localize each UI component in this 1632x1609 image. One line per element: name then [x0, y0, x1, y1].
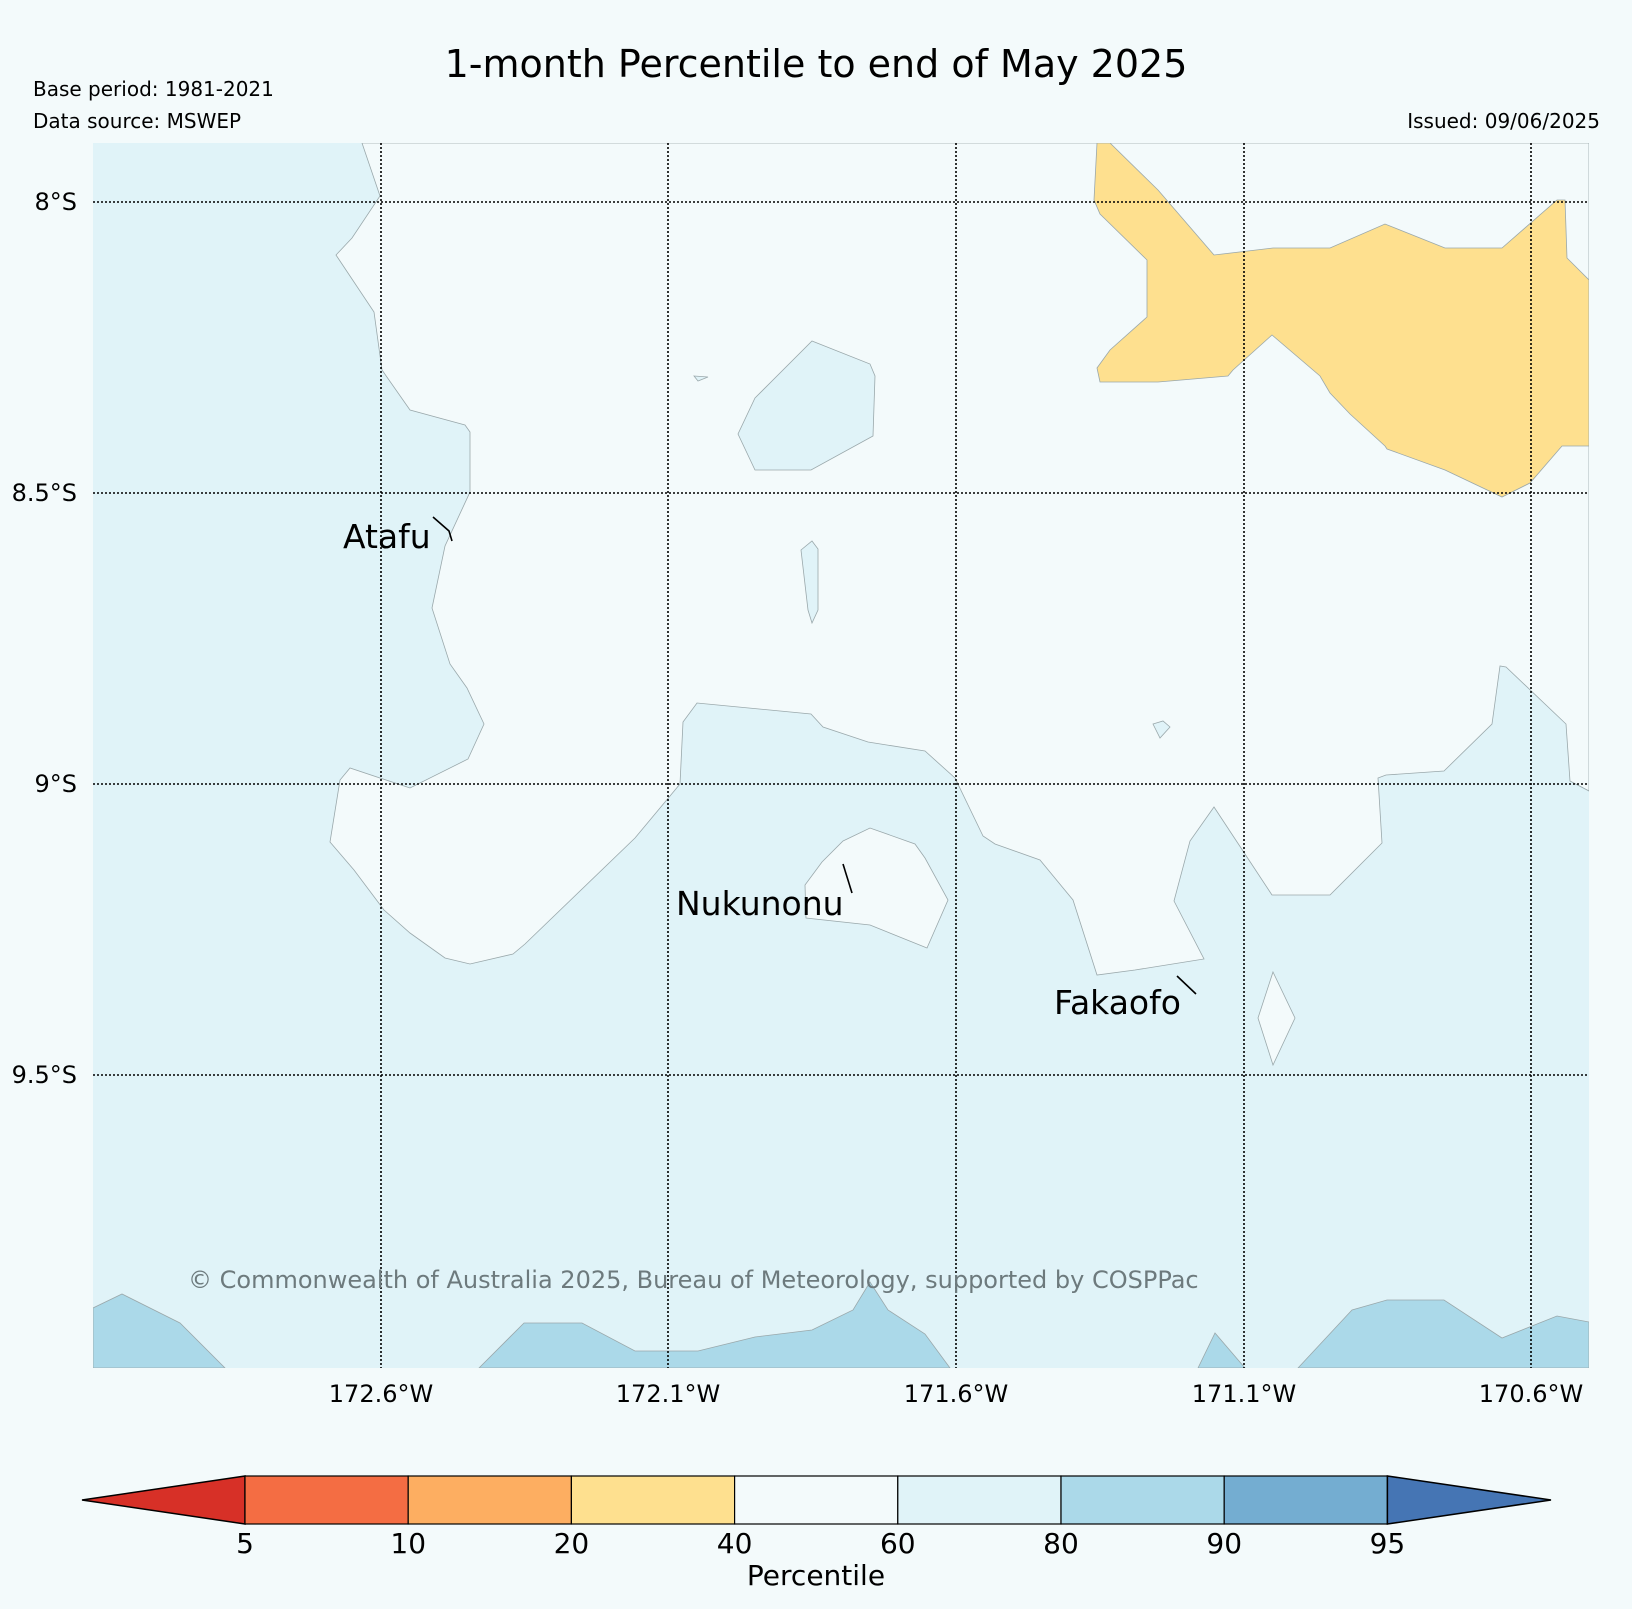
colorbar-segment	[570, 1475, 736, 1525]
place-label-fakaofo: Fakaofo	[1054, 983, 1181, 1022]
region-80-90-south-2	[478, 1281, 951, 1368]
lon-axis-labels: 172.6°W 172.1°W 171.6°W 171.1°W 170.6°W	[329, 1380, 1583, 1408]
colorbar-tick-label: 60	[880, 1527, 916, 1560]
lat-tick-label: 8°S	[34, 188, 77, 216]
place-label-atafu: Atafu	[343, 517, 431, 556]
region-60-80-patch-small	[800, 540, 819, 625]
colorbar-segment	[733, 1475, 899, 1525]
lat-tick-label: 9.5°S	[12, 1061, 77, 1089]
map-area: Atafu Nukunonu Fakaofo © Commonwealth of…	[93, 143, 1589, 1368]
colorbar-tick-label: 10	[390, 1527, 426, 1560]
island-markers	[432, 516, 1197, 995]
lon-tick-label: 172.6°W	[329, 1380, 433, 1408]
region-80-90-south-3	[1197, 1332, 1246, 1368]
colorbar-tick-label: 90	[1206, 1527, 1242, 1560]
lat-tick-label: 9°S	[34, 770, 77, 798]
copyright-notice: © Commonwealth of Australia 2025, Bureau…	[188, 1266, 1199, 1294]
lon-tick-label: 170.6°W	[1479, 1380, 1583, 1408]
colorbar-segments	[81, 1475, 1552, 1525]
colorbar-segment	[897, 1475, 1062, 1525]
gridlines	[93, 143, 1589, 1368]
place-label-nukunonu: Nukunonu	[676, 884, 844, 923]
region-80-90-south-1	[93, 1293, 226, 1368]
colorbar-tick-label: 5	[236, 1527, 254, 1560]
colorbar-segment	[1223, 1475, 1388, 1525]
lon-tick-label: 172.1°W	[616, 1380, 720, 1408]
lon-tick-label: 171.1°W	[1192, 1380, 1296, 1408]
region-80-90-south-4	[1297, 1299, 1589, 1368]
colorbar-tick-label: 20	[554, 1527, 590, 1560]
region-60-80-patch-north	[737, 340, 876, 471]
map-title: 1-month Percentile to end of May 2025	[444, 42, 1188, 86]
data-source: Data source: MSWEP	[33, 109, 242, 133]
colorbar-segment	[407, 1475, 573, 1525]
colorbar-tick-label: 40	[717, 1527, 753, 1560]
base-period: Base period: 1981-2021	[33, 77, 274, 101]
issued-date: Issued: 09/06/2025	[1407, 109, 1600, 133]
region-20-40-northeast	[1093, 143, 1589, 498]
colorbar-extend-high	[1386, 1475, 1552, 1525]
colorbar-segment	[244, 1475, 409, 1525]
region-40-60-main	[329, 143, 1589, 976]
colorbar-tick-label: 80	[1043, 1527, 1079, 1560]
colorbar-label: Percentile	[747, 1559, 885, 1592]
lon-tick-label: 171.6°W	[904, 1380, 1008, 1408]
colorbar: 5 10 20 40 60 80 90 95 Percentile	[81, 1475, 1552, 1592]
colorbar-tick-labels: 5 10 20 40 60 80 90 95	[236, 1527, 1405, 1560]
region-40-60-nukunonu	[804, 827, 949, 949]
region-40-60-south-pocket	[1257, 970, 1296, 1067]
colorbar-extend-low	[81, 1475, 246, 1525]
lat-axis-labels: 8°S 8.5°S 9°S 9.5°S	[12, 188, 77, 1089]
colorbar-tick-label: 95	[1370, 1527, 1406, 1560]
region-60-80-patch-tiny-2	[1152, 720, 1171, 739]
region-60-80-patch-tiny-1	[693, 375, 709, 382]
lat-tick-label: 8.5°S	[12, 479, 77, 507]
colorbar-segment	[1060, 1475, 1225, 1525]
